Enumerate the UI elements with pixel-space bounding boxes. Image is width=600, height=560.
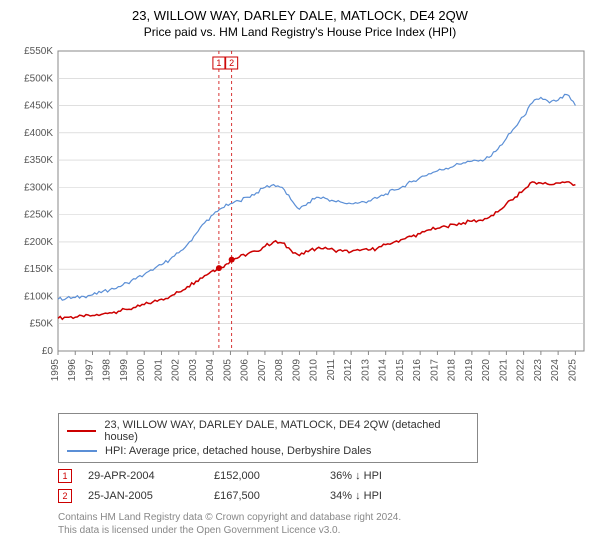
x-tick-label: 2013: [360, 359, 371, 382]
x-tick-label: 2015: [395, 359, 406, 382]
legend-item: 23, WILLOW WAY, DARLEY DALE, MATLOCK, DE…: [67, 418, 469, 444]
legend-label: HPI: Average price, detached house, Derb…: [105, 445, 371, 457]
y-tick-label: £100K: [24, 291, 53, 302]
legend-label: 23, WILLOW WAY, DARLEY DALE, MATLOCK, DE…: [104, 419, 469, 443]
x-tick-label: 2023: [533, 359, 544, 382]
x-tick-label: 2006: [240, 359, 251, 382]
page-title: 23, WILLOW WAY, DARLEY DALE, MATLOCK, DE…: [10, 8, 590, 23]
attribution: Contains HM Land Registry data © Crown c…: [58, 511, 590, 537]
y-tick-label: £300K: [24, 182, 53, 193]
x-tick-label: 2014: [378, 359, 389, 382]
x-tick-label: 2022: [516, 359, 527, 382]
y-tick-label: £500K: [24, 73, 53, 84]
x-tick-label: 2001: [153, 359, 164, 382]
sale-price: £152,000: [214, 470, 314, 482]
chart-svg: £0 £50K £100K £150K £200K £250K £300K £350K £400…: [10, 45, 590, 405]
y-tick-label: £550K: [24, 46, 53, 57]
x-tick-label: 2005: [222, 359, 233, 382]
sale-date: 29-APR-2004: [88, 470, 198, 482]
x-tick-label: 2009: [291, 359, 302, 382]
legend-item: HPI: Average price, detached house, Derb…: [67, 444, 469, 458]
legend-box: 23, WILLOW WAY, DARLEY DALE, MATLOCK, DE…: [58, 413, 478, 463]
x-tick-label: 2021: [498, 359, 509, 382]
x-tick-label: 2008: [274, 359, 285, 382]
x-tick-label: 2003: [188, 359, 199, 382]
x-tick-label: 2017: [429, 359, 440, 382]
legend-swatch: [67, 450, 97, 452]
sale-price: £167,500: [214, 490, 314, 502]
page-subtitle: Price paid vs. HM Land Registry's House …: [10, 25, 590, 39]
x-tick-label: 2019: [464, 359, 475, 382]
x-tick-label: 2025: [567, 359, 578, 382]
sales-list: 1 29-APR-2004 £152,000 36% ↓ HPI 2 25-JAN-200…: [10, 469, 590, 503]
sale-row: 1 29-APR-2004 £152,000 36% ↓ HPI: [58, 469, 590, 483]
x-tick-label: 2011: [326, 359, 337, 381]
attribution-line: This data is licensed under the Open Gov…: [58, 524, 590, 537]
y-tick-label: £450K: [24, 101, 53, 112]
sale-marker-icon: 2: [58, 489, 72, 503]
sale-row: 2 25-JAN-2005 £167,500 34% ↓ HPI: [58, 489, 590, 503]
legend-swatch: [67, 430, 96, 432]
x-tick-label: 1997: [84, 359, 95, 382]
x-tick-label: 2018: [447, 359, 458, 382]
x-tick-label: 2007: [257, 359, 268, 382]
y-tick-label: £200K: [24, 237, 53, 248]
x-tick-label: 2020: [481, 359, 492, 382]
y-tick-label: £350K: [24, 155, 53, 166]
y-tick-label: £150K: [24, 264, 53, 275]
sale-delta: 36% ↓ HPI: [330, 470, 430, 482]
sale-date: 25-JAN-2005: [88, 490, 198, 502]
price-chart: £0 £50K £100K £150K £200K £250K £300K £350K £400…: [10, 45, 590, 405]
y-tick-label: £400K: [24, 128, 53, 139]
y-tick-label: £50K: [30, 319, 54, 330]
y-tick-label: £0: [42, 346, 54, 357]
attribution-line: Contains HM Land Registry data © Crown c…: [58, 511, 590, 524]
sale-marker-label: 1: [216, 58, 221, 68]
x-tick-label: 2000: [136, 359, 147, 382]
x-tick-label: 1998: [102, 359, 113, 382]
x-tick-label: 1996: [67, 359, 78, 382]
x-tick-label: 1995: [50, 359, 61, 382]
y-tick-label: £250K: [24, 210, 53, 221]
x-tick-label: 2010: [309, 359, 320, 382]
x-tick-label: 2016: [412, 359, 423, 382]
x-tick-label: 2002: [171, 359, 182, 382]
x-tick-label: 2004: [205, 359, 216, 382]
x-tick-label: 2012: [343, 359, 354, 382]
sale-marker-label: 2: [229, 58, 234, 68]
x-tick-label: 2024: [550, 359, 561, 382]
x-tick-label: 1999: [119, 359, 130, 382]
sale-marker-icon: 1: [58, 469, 72, 483]
sale-delta: 34% ↓ HPI: [330, 490, 430, 502]
